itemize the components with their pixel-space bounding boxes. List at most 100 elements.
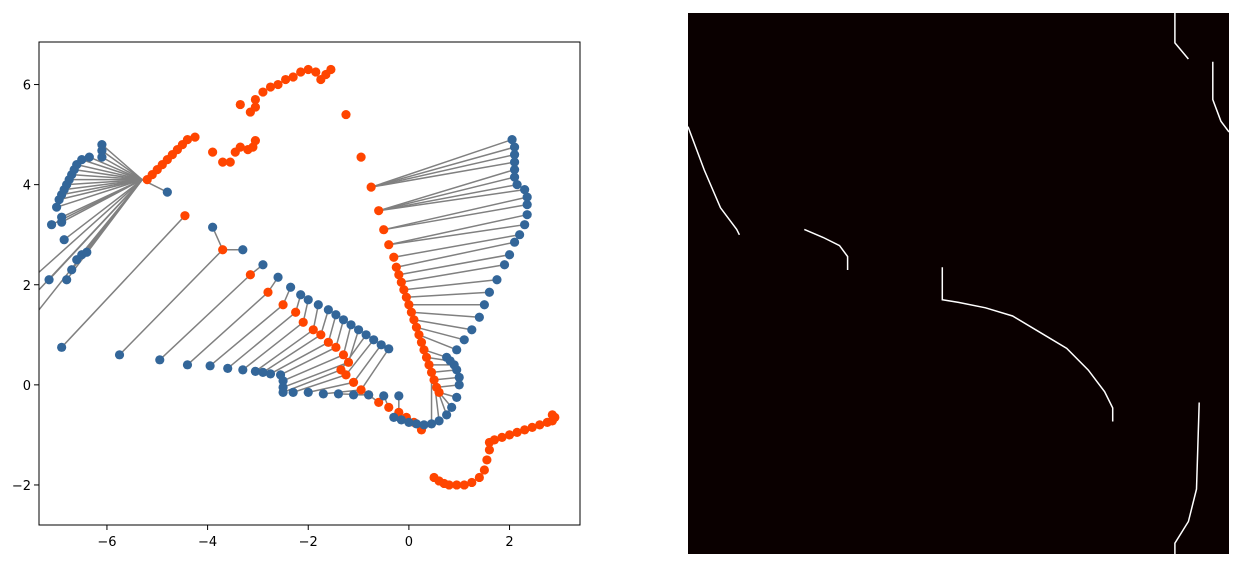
blue-point [77, 155, 87, 165]
correspondence-line [118, 249, 224, 356]
orange-point [225, 157, 235, 167]
orange-point [527, 422, 537, 432]
correspondence-line [416, 326, 465, 341]
orange-point [424, 360, 434, 370]
orange-point [288, 72, 298, 82]
blue-point [509, 157, 520, 167]
orange-point [182, 135, 193, 145]
correspondence-line [371, 161, 515, 188]
y-axis: −2 0 2 4 6 [12, 79, 39, 494]
orange-point [379, 225, 389, 235]
blue-point [442, 352, 452, 362]
y-tick-label: 6 [23, 79, 31, 94]
blue-point [509, 165, 520, 175]
orange-point [391, 262, 401, 272]
correspondence-line [159, 274, 251, 361]
orange-point [235, 142, 245, 152]
correspondence-line [398, 253, 510, 276]
blue-point [369, 335, 379, 345]
orange-point [291, 307, 301, 317]
correspondence-line [61, 178, 143, 218]
orange-point [341, 109, 351, 120]
orange-point [452, 480, 462, 490]
blue-point [278, 376, 288, 386]
orange-point [389, 252, 399, 262]
blue-point [303, 295, 313, 305]
correspondence-line [282, 354, 344, 382]
blue-point [479, 300, 489, 310]
blue-point [426, 419, 437, 429]
blue-point [452, 392, 462, 402]
correspondence-line [61, 178, 143, 223]
orange-point [250, 136, 260, 146]
blue-point [52, 202, 62, 212]
orange-point [331, 342, 341, 352]
blue-point [205, 361, 215, 371]
orange-point [356, 152, 366, 162]
orange-point [396, 277, 406, 287]
orange-point [208, 147, 218, 157]
blue-point [522, 210, 532, 220]
correspondence-line [254, 329, 314, 372]
x-tick-label: −6 [97, 535, 116, 550]
correspondence-line [352, 344, 382, 383]
orange-point [218, 245, 228, 255]
blue-point [313, 300, 323, 310]
orange-point [419, 345, 429, 355]
orange-point [326, 64, 336, 75]
blue-point [507, 135, 517, 145]
blue-point [434, 416, 444, 426]
correspondence-line [378, 183, 518, 212]
orange-point [298, 317, 308, 327]
blue-point [97, 140, 107, 150]
blue-point [364, 390, 374, 400]
blue-point [442, 410, 452, 420]
edge-curve [1212, 61, 1230, 133]
blue-point [394, 391, 404, 401]
blue-point [389, 412, 399, 422]
orange-point [296, 67, 306, 77]
correspondence-line [63, 179, 143, 241]
blue-point [238, 365, 248, 375]
orange-point [250, 94, 260, 105]
correspondence-line [345, 339, 375, 376]
correspondence-lines [39, 138, 528, 424]
blue-point [447, 402, 457, 412]
orange-point [547, 410, 557, 420]
orange-point [218, 157, 228, 167]
correspondence-line [101, 150, 143, 181]
orange-point [190, 132, 200, 142]
correspondence-line [401, 263, 505, 283]
correspondence-line [227, 311, 297, 369]
orange-point [258, 87, 268, 97]
orange-point [303, 64, 313, 75]
orange-point [429, 375, 439, 385]
correspondence-line [388, 213, 528, 246]
orange-point [348, 377, 359, 387]
correspondence-line [39, 179, 143, 291]
orange-point [263, 287, 273, 297]
blue-point [182, 360, 193, 370]
blue-point [459, 335, 469, 345]
blue-point [509, 237, 520, 247]
correspondence-line [383, 203, 528, 231]
blue-point [467, 325, 477, 335]
blue-point [333, 389, 344, 399]
correspondence-line [370, 138, 513, 188]
correspondence-line [81, 158, 143, 181]
orange-point [414, 330, 424, 340]
blue-point [296, 290, 306, 300]
blue-point [44, 275, 54, 285]
orange-point [343, 357, 354, 367]
edge-curve [941, 267, 1114, 422]
blue-point [286, 282, 296, 292]
blue-point [59, 235, 69, 245]
correspondence-line [280, 346, 337, 376]
blue-point [376, 340, 386, 350]
correspondence-line [56, 178, 143, 208]
correspondence-line [61, 215, 186, 348]
orange-point [406, 307, 417, 317]
correspondence-line [64, 178, 143, 191]
blue-point [522, 192, 532, 202]
